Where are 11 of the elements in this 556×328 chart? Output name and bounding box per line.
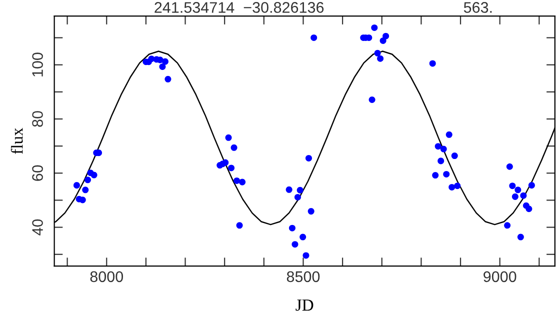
x-tick-label: 8000 xyxy=(90,271,124,282)
x-tick-label: 9000 xyxy=(484,271,516,282)
x-axis-title: JD xyxy=(296,300,314,311)
y-tick-label: 80 xyxy=(32,111,43,127)
y-tick-label: 60 xyxy=(32,165,43,181)
y-axis-title: flux xyxy=(10,128,23,154)
y-tick-label: 100 xyxy=(32,52,43,76)
text: 241.534714 −30.826136 xyxy=(154,2,324,13)
y-tick-label: 40 xyxy=(32,219,43,236)
x-tick-label: 8500 xyxy=(286,271,320,282)
text: 563. xyxy=(464,2,492,13)
